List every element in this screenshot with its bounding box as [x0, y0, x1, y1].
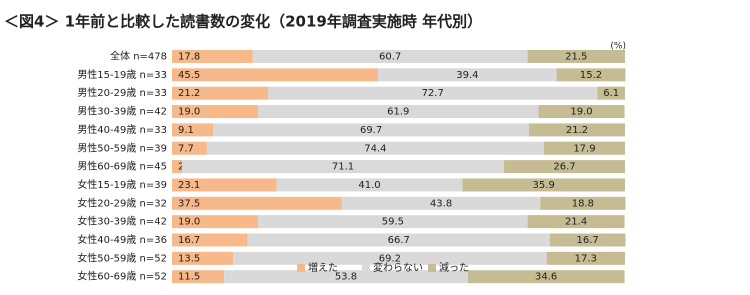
bar-segment — [527, 50, 625, 63]
value-label: 21.2 — [178, 88, 200, 99]
value-label: 19.0 — [178, 107, 200, 118]
legend-swatch — [362, 264, 370, 272]
bar-segment — [258, 215, 528, 229]
bar-segment — [172, 160, 182, 174]
value-label: 19.0 — [178, 217, 200, 228]
bar-segment — [172, 68, 379, 82]
value-label: 13.5 — [178, 253, 200, 264]
value-label: 34.6 — [535, 272, 557, 283]
value-label: 72.7 — [422, 88, 444, 99]
value-label: 69.2 — [379, 253, 401, 264]
bar-segment — [268, 86, 598, 100]
value-label: 7.7 — [178, 143, 194, 154]
value-label: 21.2 — [566, 125, 588, 136]
bar-segment — [172, 215, 259, 229]
bar-segment — [378, 68, 557, 82]
bar-segment — [543, 141, 625, 155]
value-label: 17.9 — [573, 143, 595, 154]
bar-segment — [527, 215, 625, 229]
value-label: 43.8 — [430, 198, 452, 209]
bar-segment — [213, 123, 529, 137]
category-label: 全体 n=478 — [110, 50, 167, 63]
bar-segment — [540, 196, 626, 210]
category-label: 女性15-19歳 n=39 — [77, 178, 167, 191]
bar-segment — [172, 178, 277, 192]
bar-segment — [247, 233, 550, 247]
bar-segment — [538, 105, 625, 119]
legend-label: 増えた — [308, 261, 338, 274]
category-label: 男性40-49歳 n=33 — [77, 123, 167, 136]
category-label: 女性20-29歳 n=32 — [77, 196, 167, 209]
legend-swatch — [297, 264, 305, 272]
value-label: 23.1 — [178, 180, 200, 191]
category-label: 男性15-19歳 n=33 — [77, 68, 167, 81]
category-label: 男性20-29歳 n=33 — [77, 86, 167, 99]
bar-segment — [233, 251, 547, 265]
value-label: 16.7 — [178, 235, 200, 246]
value-label: 41.0 — [358, 180, 380, 191]
value-label: 21.5 — [565, 52, 587, 63]
value-label: 45.5 — [178, 70, 200, 81]
bar-segment — [172, 105, 259, 119]
bar-segment — [504, 160, 625, 174]
value-label: 19.0 — [570, 107, 592, 118]
bar-segment — [467, 270, 625, 284]
value-label: 9.1 — [178, 125, 194, 136]
value-label: 18.8 — [572, 198, 594, 209]
bar-segment — [172, 123, 214, 137]
legend-label: 減った — [439, 261, 469, 274]
category-label: 女性60-69歳 n=52 — [77, 270, 167, 283]
bar-segment — [462, 178, 625, 192]
value-label: 16.7 — [576, 235, 598, 246]
value-label: 74.4 — [364, 143, 386, 154]
value-label: 60.7 — [379, 52, 401, 63]
category-label: 女性50-59歳 n=52 — [77, 251, 167, 264]
value-label: 21.4 — [565, 217, 587, 228]
value-label: 17.8 — [178, 52, 200, 63]
legend-swatch — [428, 264, 436, 272]
bar-segment — [341, 196, 541, 210]
bar-segment — [172, 50, 253, 63]
value-label: 61.9 — [387, 107, 409, 118]
category-label: 女性30-39歳 n=42 — [77, 215, 167, 228]
value-label: 53.8 — [335, 272, 357, 283]
value-label: 71.1 — [332, 162, 354, 173]
value-label: 39.4 — [456, 70, 478, 81]
value-label: 35.9 — [533, 180, 555, 191]
bar-segment — [546, 251, 625, 265]
category-label: 女性40-49歳 n=36 — [77, 233, 167, 246]
value-label: 17.3 — [575, 253, 597, 264]
bar-segment — [252, 50, 528, 63]
bar-segment — [556, 68, 626, 82]
value-label: 15.2 — [580, 70, 602, 81]
bar-segment — [224, 270, 468, 284]
bar-segment — [172, 196, 342, 210]
value-label: 6.1 — [603, 88, 619, 99]
bar-segment — [172, 233, 248, 247]
value-label: 59.5 — [382, 217, 404, 228]
bar-segment — [549, 233, 626, 247]
legend-label: 変わらない — [373, 261, 423, 274]
value-label: 26.7 — [553, 162, 575, 173]
unit-label: (%) — [610, 42, 626, 52]
bar-segment — [172, 251, 234, 265]
bar-segment — [276, 178, 463, 192]
value-label: 69.7 — [360, 125, 382, 136]
bar-segment — [597, 86, 625, 100]
bar-segment — [206, 141, 544, 155]
value-label: 37.5 — [178, 198, 200, 209]
value-label: 66.7 — [388, 235, 410, 246]
bar-segment — [258, 105, 539, 119]
bar-segment — [172, 270, 225, 284]
bar-segment — [172, 86, 269, 100]
category-label: 男性30-39歳 n=42 — [77, 105, 167, 118]
bar-segment — [181, 160, 505, 174]
category-label: 男性50-59歳 n=39 — [77, 141, 167, 154]
bar-segment — [172, 141, 207, 155]
chart-title: ＜図4＞ 1年前と比較した読書数の変化（2019年調査実施時 年代別） — [4, 13, 482, 31]
category-label: 男性60-69歳 n=45 — [77, 160, 167, 173]
value-label: 11.5 — [178, 272, 200, 283]
bar-segment — [528, 123, 625, 137]
